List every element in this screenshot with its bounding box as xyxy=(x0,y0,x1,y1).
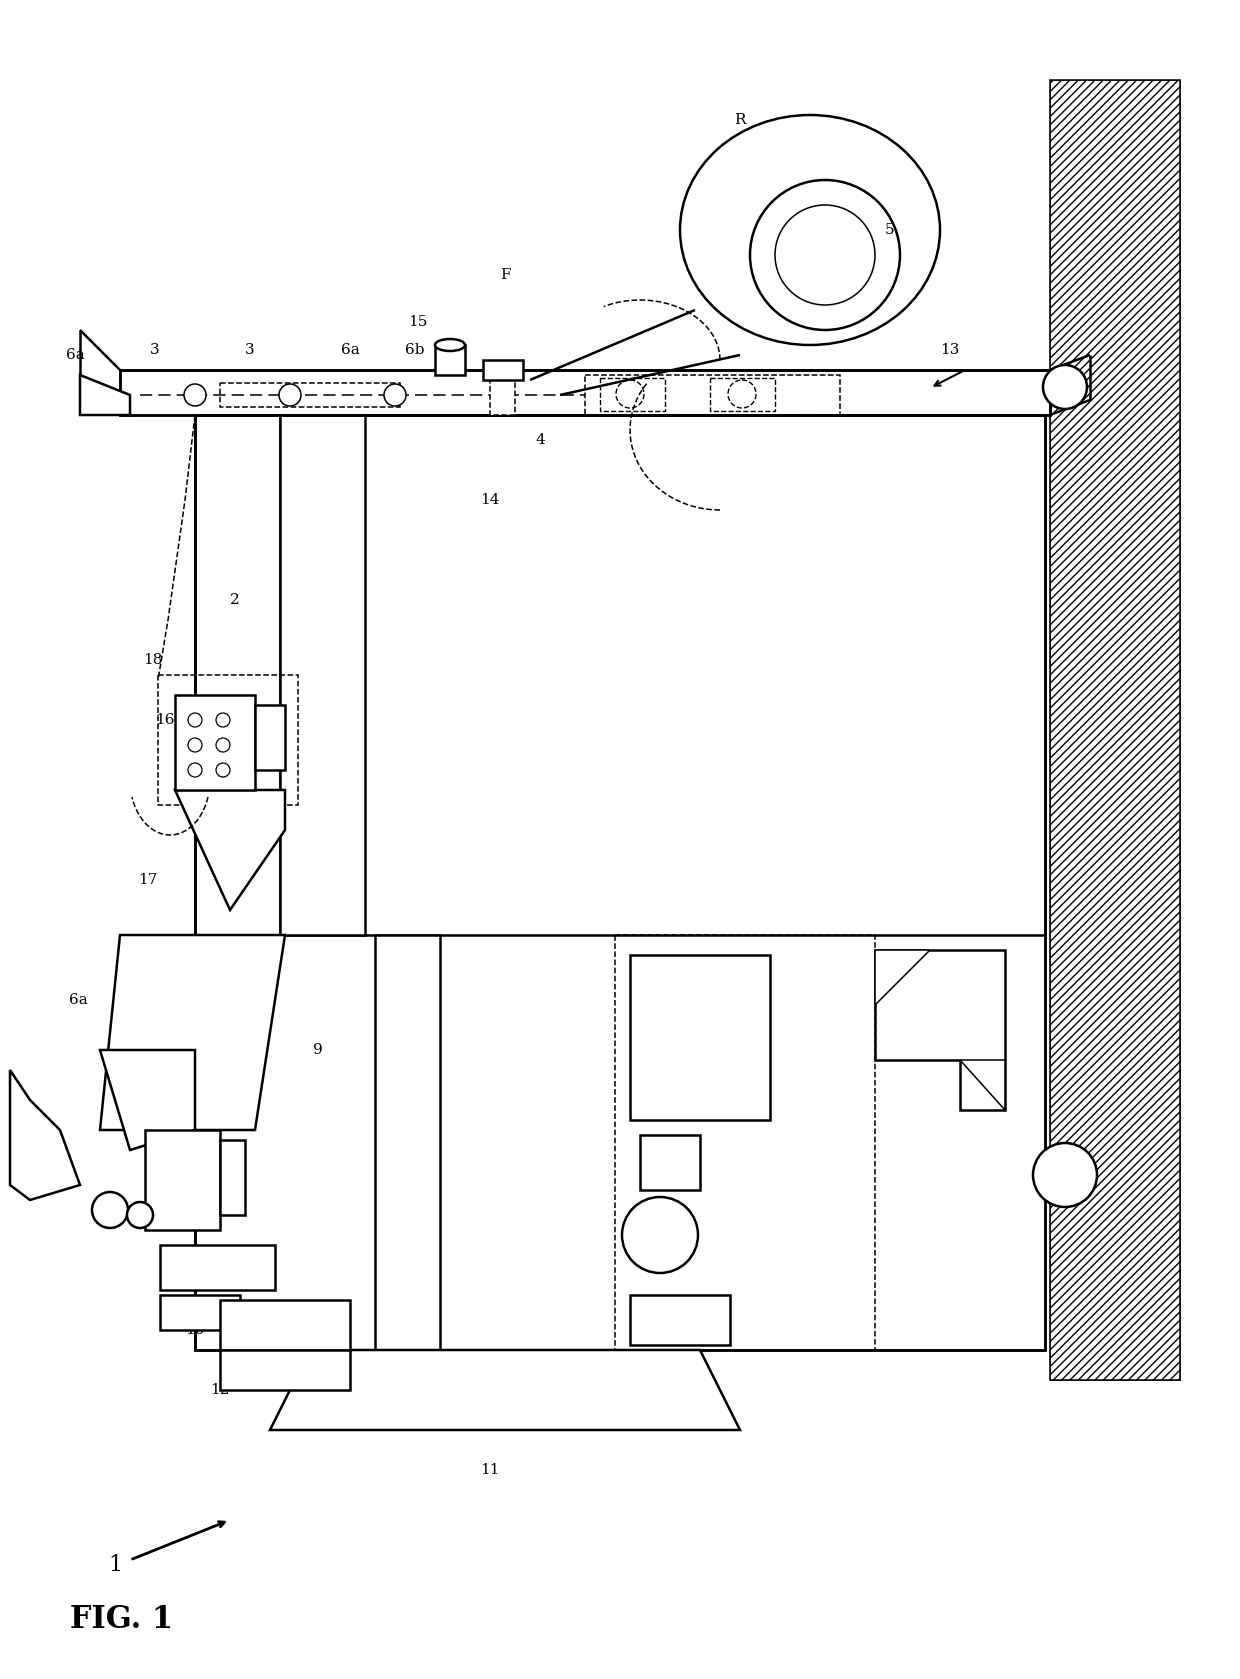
Text: 3: 3 xyxy=(246,343,254,358)
Text: 2: 2 xyxy=(231,593,239,608)
Circle shape xyxy=(216,739,229,752)
Text: FIG. 1: FIG. 1 xyxy=(69,1605,174,1635)
Bar xyxy=(615,935,875,1350)
Polygon shape xyxy=(875,950,930,1006)
Text: 13: 13 xyxy=(940,343,960,358)
Circle shape xyxy=(184,384,206,406)
Text: F: F xyxy=(500,269,510,282)
Text: 6b: 6b xyxy=(405,343,425,358)
Text: 9: 9 xyxy=(314,1043,322,1058)
Bar xyxy=(490,374,515,415)
Text: 6a: 6a xyxy=(341,343,360,358)
Polygon shape xyxy=(81,374,130,415)
Polygon shape xyxy=(960,1059,1004,1110)
Text: 14: 14 xyxy=(480,494,500,507)
Bar xyxy=(219,1350,350,1390)
Circle shape xyxy=(1033,1143,1097,1207)
Polygon shape xyxy=(100,1049,195,1150)
Text: 17: 17 xyxy=(139,873,157,887)
Circle shape xyxy=(1043,364,1087,410)
Bar xyxy=(157,675,298,804)
Bar xyxy=(484,359,523,379)
Bar xyxy=(145,1130,219,1231)
Bar xyxy=(160,1295,241,1330)
Bar xyxy=(630,1295,730,1345)
Polygon shape xyxy=(100,935,285,1130)
Bar xyxy=(640,1135,701,1190)
Polygon shape xyxy=(10,1070,81,1200)
Circle shape xyxy=(384,384,405,406)
Circle shape xyxy=(622,1197,698,1273)
Ellipse shape xyxy=(435,339,465,351)
Text: 18: 18 xyxy=(144,653,162,667)
Circle shape xyxy=(216,762,229,777)
Bar xyxy=(711,378,775,411)
Text: 6a: 6a xyxy=(66,348,84,363)
Text: 5: 5 xyxy=(885,223,895,237)
Bar xyxy=(280,415,365,935)
Text: 7: 7 xyxy=(128,1073,138,1086)
Text: 15: 15 xyxy=(408,316,428,329)
Bar xyxy=(219,1140,246,1216)
Bar xyxy=(1050,81,1180,1380)
Text: R: R xyxy=(734,112,745,128)
Polygon shape xyxy=(175,791,285,910)
Circle shape xyxy=(188,739,202,752)
Circle shape xyxy=(188,762,202,777)
Circle shape xyxy=(188,714,202,727)
Text: 10: 10 xyxy=(185,1323,205,1336)
Text: 16: 16 xyxy=(155,714,175,727)
Circle shape xyxy=(92,1192,128,1227)
Bar xyxy=(255,705,285,771)
Bar xyxy=(1050,81,1180,1380)
Bar xyxy=(219,383,401,406)
Text: 6a: 6a xyxy=(68,992,87,1007)
Text: 12: 12 xyxy=(211,1383,229,1397)
Bar xyxy=(120,369,1050,415)
Bar xyxy=(435,344,465,374)
Text: 11: 11 xyxy=(480,1462,500,1478)
Bar xyxy=(160,1246,275,1289)
Bar xyxy=(120,369,1050,415)
Bar xyxy=(585,374,839,415)
Polygon shape xyxy=(270,1350,740,1431)
Text: 4: 4 xyxy=(536,433,544,447)
Bar xyxy=(280,415,1045,935)
Bar xyxy=(219,1300,350,1350)
Bar xyxy=(374,935,440,1350)
Circle shape xyxy=(279,384,301,406)
Polygon shape xyxy=(875,950,1004,1110)
Bar xyxy=(630,955,770,1120)
Text: 1: 1 xyxy=(108,1555,122,1577)
Bar xyxy=(600,378,665,411)
Circle shape xyxy=(216,714,229,727)
Bar xyxy=(175,695,255,791)
Bar xyxy=(195,415,1045,1350)
Circle shape xyxy=(126,1202,153,1227)
Bar xyxy=(195,415,1045,1350)
Text: 8: 8 xyxy=(25,1143,35,1157)
Text: 3: 3 xyxy=(150,343,160,358)
